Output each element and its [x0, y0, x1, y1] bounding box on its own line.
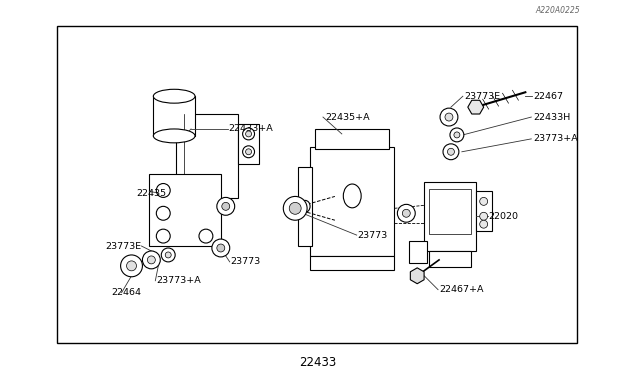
Text: 23773E: 23773E [106, 241, 142, 250]
Circle shape [397, 204, 415, 222]
Text: 22433+A: 22433+A [228, 125, 273, 134]
Bar [315, 129, 390, 149]
Text: 23773: 23773 [358, 231, 388, 240]
Circle shape [243, 146, 255, 158]
Circle shape [450, 128, 464, 142]
Text: 22435+A: 22435+A [325, 113, 369, 122]
Text: 22467: 22467 [533, 92, 563, 101]
Circle shape [445, 113, 453, 121]
Circle shape [217, 244, 225, 252]
Bar [476, 192, 492, 231]
Bar [154, 96, 195, 136]
Circle shape [143, 251, 160, 269]
Circle shape [199, 229, 213, 243]
Circle shape [480, 212, 488, 220]
Ellipse shape [154, 129, 195, 143]
Circle shape [440, 108, 458, 126]
Circle shape [403, 209, 410, 217]
Circle shape [289, 202, 301, 214]
Text: 22433: 22433 [300, 356, 337, 369]
Circle shape [222, 202, 230, 210]
Ellipse shape [343, 184, 361, 208]
Circle shape [480, 198, 488, 205]
Polygon shape [410, 268, 424, 284]
Bar [410, 241, 427, 263]
Text: 22435: 22435 [136, 189, 166, 198]
Bar [237, 124, 259, 164]
Polygon shape [149, 174, 221, 246]
Circle shape [480, 220, 488, 228]
Text: 23773+A: 23773+A [156, 276, 201, 285]
Bar [176, 114, 237, 198]
Bar [429, 189, 471, 234]
Bar [186, 198, 206, 208]
Circle shape [246, 149, 252, 155]
Text: 22433H: 22433H [533, 113, 570, 122]
Bar [424, 182, 476, 251]
Circle shape [120, 255, 143, 277]
Text: 22020: 22020 [489, 212, 518, 221]
Circle shape [156, 229, 170, 243]
Ellipse shape [300, 201, 310, 212]
Bar [298, 167, 312, 246]
Circle shape [243, 128, 255, 140]
Bar [310, 256, 394, 270]
Circle shape [156, 183, 170, 198]
Text: A220A0225: A220A0225 [536, 6, 580, 15]
Circle shape [147, 256, 156, 264]
Circle shape [161, 248, 175, 262]
Polygon shape [468, 100, 484, 114]
Text: 23773: 23773 [230, 257, 261, 266]
Bar [310, 147, 394, 256]
Circle shape [217, 198, 235, 215]
Bar [56, 26, 577, 343]
Text: 23773E: 23773E [464, 92, 500, 101]
Circle shape [443, 144, 459, 160]
Circle shape [212, 239, 230, 257]
Ellipse shape [154, 89, 195, 103]
Circle shape [246, 131, 252, 137]
Circle shape [447, 148, 454, 155]
Text: 22464: 22464 [111, 288, 141, 297]
Circle shape [454, 132, 460, 138]
Circle shape [156, 206, 170, 220]
Circle shape [284, 196, 307, 220]
Bar [429, 251, 471, 267]
Circle shape [127, 261, 136, 271]
Text: 22467+A: 22467+A [439, 285, 484, 294]
Circle shape [165, 252, 171, 258]
Text: 23773+A: 23773+A [533, 134, 578, 143]
